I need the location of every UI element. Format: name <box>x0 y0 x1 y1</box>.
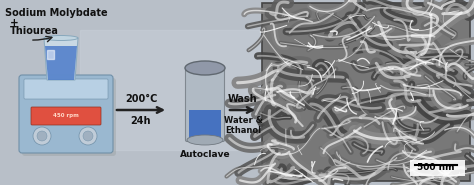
Text: 500 nm: 500 nm <box>417 163 454 172</box>
FancyBboxPatch shape <box>22 78 116 156</box>
Ellipse shape <box>187 135 223 145</box>
Text: 200°C: 200°C <box>125 94 157 104</box>
Circle shape <box>79 127 97 145</box>
FancyBboxPatch shape <box>31 107 101 125</box>
Text: 24h: 24h <box>131 116 151 126</box>
Text: Wash: Wash <box>228 94 258 104</box>
Circle shape <box>83 131 93 141</box>
Text: 450 rpm: 450 rpm <box>53 114 79 119</box>
Bar <box>262 3 470 181</box>
Circle shape <box>37 131 47 141</box>
Text: Autoclave: Autoclave <box>180 150 230 159</box>
Bar <box>47 50 54 59</box>
Polygon shape <box>44 38 78 80</box>
Text: Sodium Molybdate: Sodium Molybdate <box>5 8 108 18</box>
Circle shape <box>33 127 51 145</box>
Bar <box>410 160 465 176</box>
Ellipse shape <box>185 61 225 75</box>
FancyBboxPatch shape <box>19 75 113 153</box>
FancyBboxPatch shape <box>185 66 225 142</box>
Text: Thiourea: Thiourea <box>10 26 59 36</box>
FancyBboxPatch shape <box>24 79 108 99</box>
Bar <box>80 30 280 150</box>
Polygon shape <box>45 46 77 80</box>
Text: +: + <box>10 18 19 28</box>
Ellipse shape <box>44 36 78 41</box>
Text: Water &
Ethanol: Water & Ethanol <box>224 116 263 135</box>
Bar <box>189 110 221 140</box>
